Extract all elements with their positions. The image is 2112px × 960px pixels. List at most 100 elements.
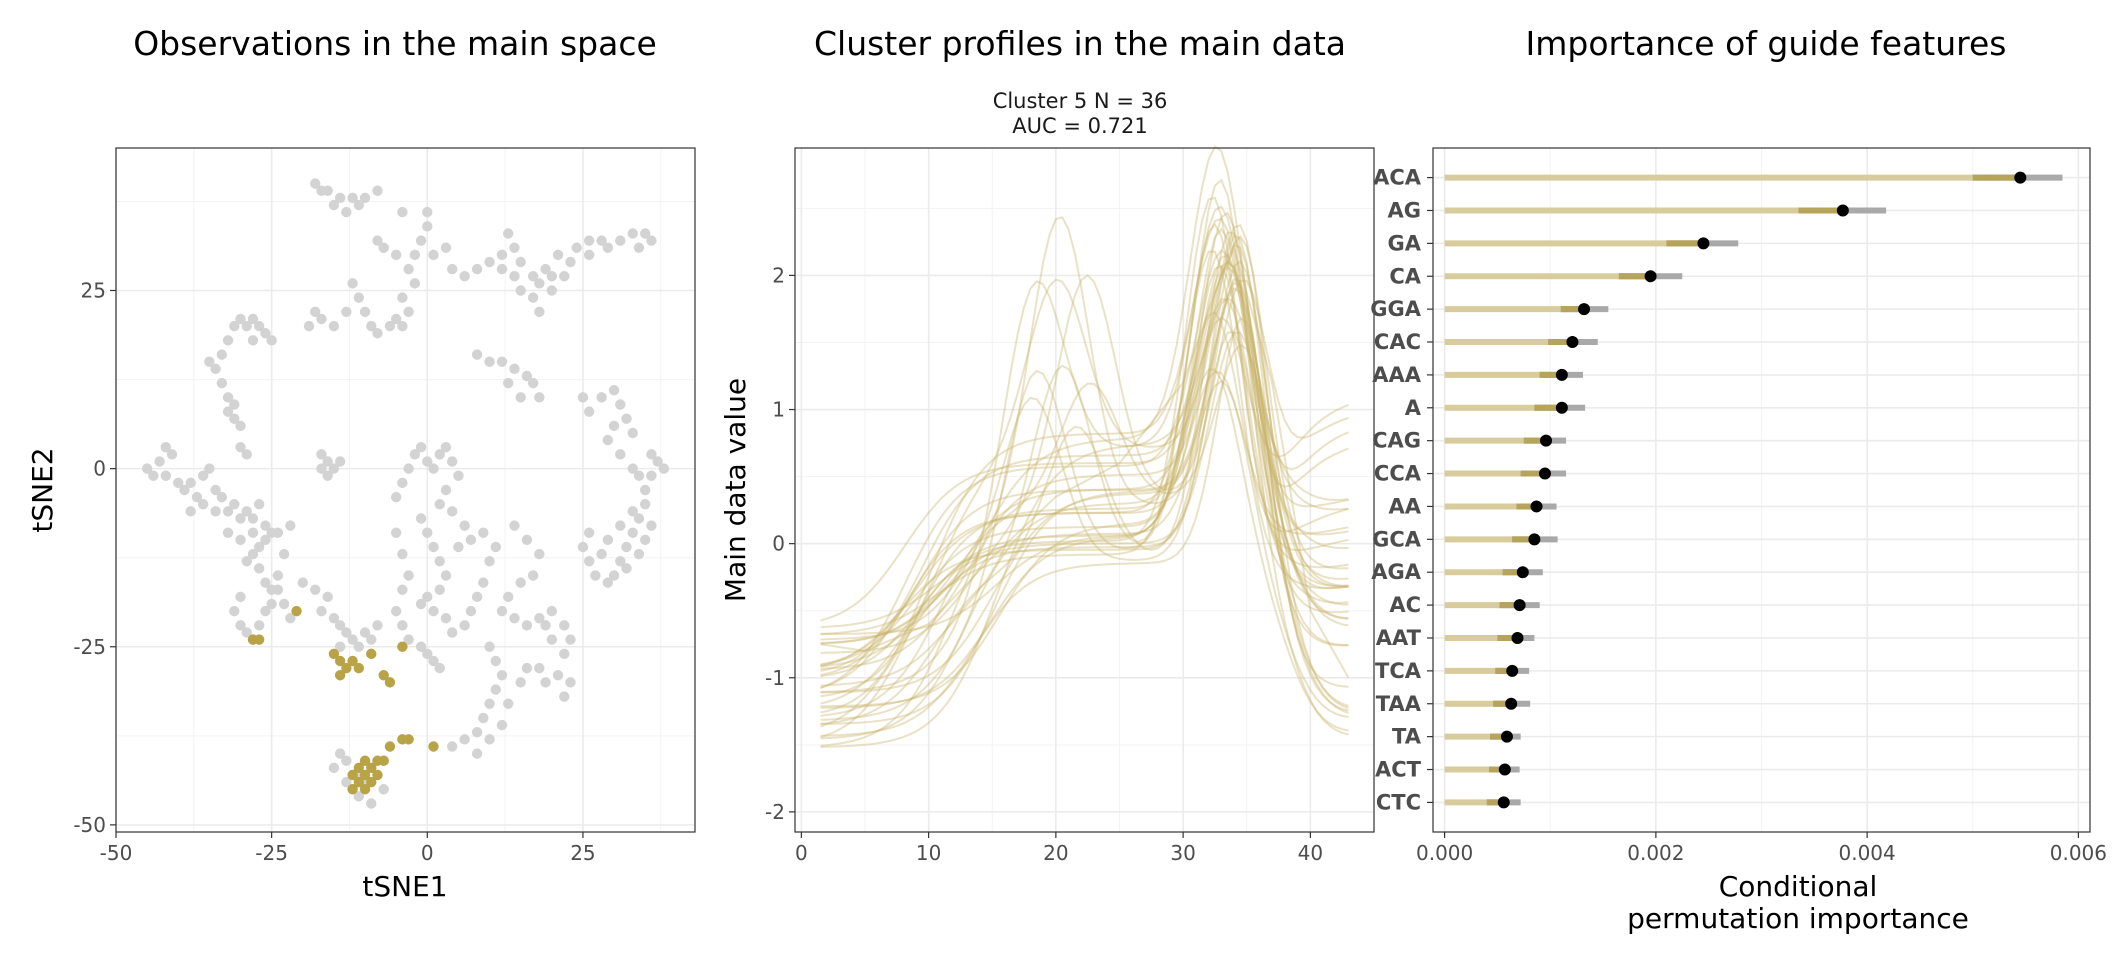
background-point — [222, 506, 234, 517]
profiles-gridlines — [795, 148, 1375, 832]
importance-point — [1506, 664, 1519, 677]
background-point — [471, 349, 483, 360]
background-point — [328, 762, 340, 774]
background-point — [527, 570, 539, 581]
background-point — [608, 570, 620, 581]
background-point — [310, 306, 321, 318]
background-point — [334, 748, 346, 759]
background-point — [440, 242, 452, 253]
background-point — [179, 484, 190, 496]
background-point — [534, 662, 545, 674]
background-point — [527, 292, 539, 303]
background-point — [434, 499, 445, 510]
background-point — [397, 584, 408, 595]
importance-x-axis-title-line: Conditional — [1719, 870, 1878, 903]
background-point — [459, 734, 470, 745]
background-point — [397, 548, 408, 560]
background-point — [316, 449, 327, 460]
profiles-title: Cluster profiles in the main data — [814, 24, 1346, 63]
background-point — [285, 520, 296, 531]
background-point — [316, 313, 327, 325]
background-point — [378, 242, 389, 253]
importance-ticks: 0.000 0.002 0.004 0.006ACAAGGACAGGACACAAAAC… — [1370, 166, 2107, 865]
background-point — [627, 527, 638, 538]
profile-line — [820, 222, 1349, 687]
profiles-subtitle-line-2: AUC = 0.721 — [1012, 114, 1147, 138]
background-point — [216, 491, 228, 503]
profiles-x-tick-label: 10 — [916, 841, 941, 865]
background-point — [334, 620, 346, 631]
background-point — [328, 463, 340, 474]
profile-line — [820, 261, 1349, 689]
importance-x-axis-title-line: permutation importance — [1627, 902, 1969, 935]
feature-label: CA — [1389, 264, 1421, 288]
background-point — [341, 755, 352, 766]
background-point — [602, 434, 614, 446]
importance-point — [1836, 204, 1849, 217]
background-point — [272, 527, 284, 538]
background-point — [415, 442, 427, 453]
profiles-panel: Cluster profiles in the main data Cluste… — [719, 24, 1375, 865]
background-point — [229, 320, 240, 332]
background-point — [509, 242, 520, 253]
feature-label: CCA — [1374, 462, 1422, 486]
background-point — [353, 292, 365, 303]
importance-gridlines — [1433, 148, 2090, 832]
background-point — [496, 605, 508, 617]
background-point — [247, 527, 259, 538]
background-point — [253, 499, 265, 510]
importance-title: Importance of guide features — [1526, 24, 2007, 63]
cluster-point — [291, 605, 302, 617]
background-point — [527, 377, 539, 389]
background-point — [503, 377, 514, 389]
background-point — [260, 605, 271, 617]
profiles-x-tick-label: 40 — [1298, 841, 1323, 865]
importance-x-tick-label: 0.000 — [1416, 841, 1473, 865]
background-point — [478, 712, 489, 724]
background-point — [422, 648, 433, 660]
background-point — [204, 356, 215, 367]
profile-line — [820, 254, 1349, 740]
profile-line — [820, 223, 1349, 707]
scatter-points — [141, 178, 670, 809]
cluster-point — [353, 762, 365, 774]
cluster-point — [403, 734, 414, 745]
scatter-ticks: -50 -25 0 25 -50 -25 0 25 — [73, 279, 595, 866]
background-point — [434, 556, 445, 567]
importance-point — [1498, 763, 1511, 776]
background-point — [210, 484, 221, 496]
profile-line — [820, 234, 1349, 694]
background-point — [509, 363, 520, 375]
background-point — [347, 278, 358, 289]
background-point — [484, 641, 495, 652]
background-point — [471, 748, 483, 759]
importance-point — [1644, 270, 1657, 283]
background-point — [197, 470, 209, 481]
background-point — [322, 591, 333, 603]
background-point — [428, 463, 439, 474]
background-point — [503, 591, 514, 603]
background-point — [173, 477, 184, 489]
background-point — [521, 620, 533, 631]
background-point — [652, 456, 663, 467]
background-point — [278, 598, 290, 610]
background-point — [235, 442, 246, 453]
profiles-subtitle-line-1: Cluster 5 N = 36 — [993, 89, 1168, 113]
background-point — [229, 399, 240, 410]
background-point — [446, 456, 458, 467]
background-point — [260, 328, 271, 339]
profiles-x-tick-label: 30 — [1170, 841, 1195, 865]
profiles-x-tick-label: 20 — [1043, 841, 1068, 865]
background-point — [559, 691, 570, 702]
feature-label: CAC — [1374, 330, 1421, 354]
profile-line — [820, 178, 1349, 736]
background-point — [310, 584, 321, 595]
profile-line — [820, 264, 1349, 636]
background-point — [229, 413, 240, 424]
background-point — [559, 620, 570, 631]
background-point — [478, 577, 489, 588]
background-point — [596, 392, 607, 403]
profile-line — [820, 250, 1349, 635]
cluster-point — [341, 662, 352, 674]
feature-label: AAA — [1372, 363, 1422, 387]
